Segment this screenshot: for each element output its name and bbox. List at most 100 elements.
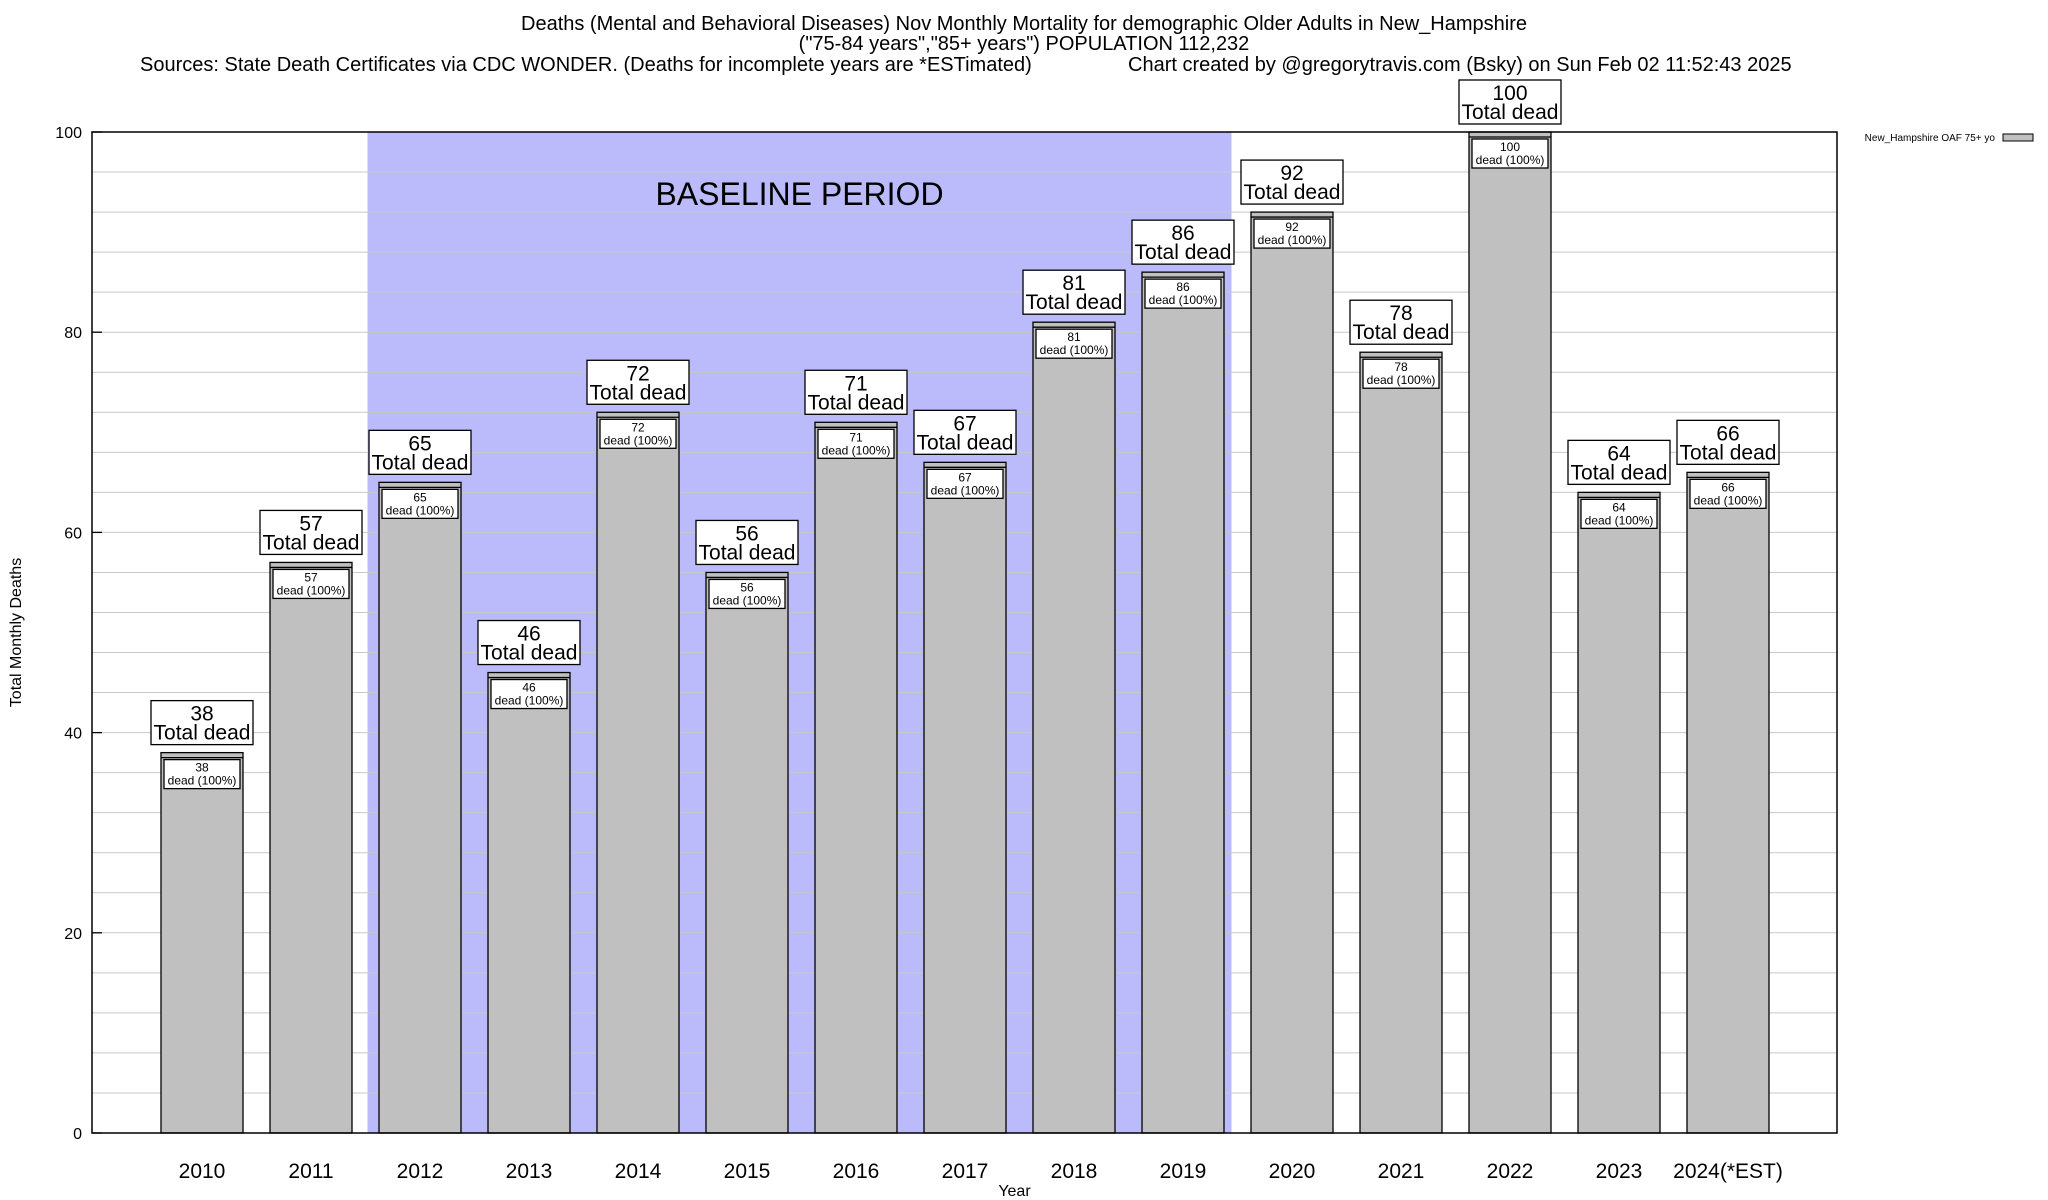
chart-credit: Chart created by @gregorytravis.com (Bsk… <box>1128 54 1792 76</box>
inner-pct-label: dead (100%) <box>1585 513 1654 527</box>
inner-pct-label: dead (100%) <box>386 503 455 517</box>
inner-value-label: 46 <box>522 681 536 695</box>
inner-label-box <box>708 578 786 610</box>
inner-label-box <box>381 488 459 520</box>
legend-label: New_Hampshire OAF 75+ yo <box>1865 133 1996 144</box>
inner-pct-label: dead (100%) <box>1367 373 1436 387</box>
top-label-box <box>913 409 1017 455</box>
top-suffix-label: Total dead <box>1680 441 1777 464</box>
bar <box>1141 271 1225 1134</box>
baseline-annotation: BASELINE PERIOD <box>655 176 943 212</box>
top-suffix-label: Total dead <box>372 451 469 474</box>
inner-label-box <box>163 758 241 790</box>
legend-swatch <box>2002 133 2034 142</box>
bar <box>814 421 898 1134</box>
top-label-box <box>1240 159 1344 205</box>
top-suffix-label: Total dead <box>917 431 1014 454</box>
x-tick-label: 2015 <box>724 1160 771 1183</box>
top-label-box <box>586 359 690 405</box>
x-tick-label: 2013 <box>506 1160 553 1183</box>
inner-value-label: 86 <box>1176 280 1190 294</box>
inner-pct-label: dead (100%) <box>1258 233 1327 247</box>
top-suffix-label: Total dead <box>481 642 578 665</box>
inner-value-label: 66 <box>1721 480 1735 494</box>
x-tick-label: 2011 <box>288 1160 333 1183</box>
y-tick-label: 80 <box>64 325 82 342</box>
inner-value-label: 71 <box>849 430 863 444</box>
x-tick-label: 2023 <box>1596 1160 1643 1183</box>
top-value-label: 65 <box>408 432 431 455</box>
bar <box>378 481 462 1134</box>
chart-header: Deaths (Mental and Behavioral Diseases) … <box>0 14 2048 54</box>
inner-pct-label: dead (100%) <box>822 443 891 457</box>
top-value-label: 67 <box>953 412 976 435</box>
top-value-label: 56 <box>735 522 758 545</box>
inner-pct-label: dead (100%) <box>1476 153 1545 167</box>
bar <box>269 561 353 1134</box>
top-suffix-label: Total dead <box>699 541 796 564</box>
inner-pct-label: dead (100%) <box>168 774 237 788</box>
top-value-label: 71 <box>844 372 867 395</box>
x-tick-label: 2010 <box>179 1160 226 1183</box>
x-tick-label: 2019 <box>1160 1160 1207 1183</box>
top-label-box <box>259 509 363 556</box>
top-label-box <box>804 369 908 415</box>
y-tick-label: 40 <box>64 726 82 743</box>
top-value-label: 81 <box>1062 272 1085 295</box>
top-suffix-label: Total dead <box>1571 461 1668 484</box>
top-value-label: 72 <box>626 362 649 385</box>
top-value-label: 46 <box>517 623 540 646</box>
top-value-label: 92 <box>1280 162 1303 185</box>
inner-label-box <box>1144 278 1222 309</box>
top-label-box <box>150 699 254 746</box>
top-suffix-label: Total dead <box>1244 181 1341 204</box>
x-tick-label: 2024(*EST) <box>1673 1160 1783 1183</box>
inner-pct-label: dead (100%) <box>713 593 782 607</box>
top-value-label: 86 <box>1171 222 1194 245</box>
y-tick-label: 60 <box>64 525 82 542</box>
top-label-box <box>368 429 472 476</box>
inner-value-label: 92 <box>1285 220 1299 234</box>
inner-label-box <box>599 418 677 449</box>
inner-pct-label: dead (100%) <box>1149 293 1218 307</box>
inner-label-box <box>1362 358 1440 389</box>
top-value-label: 66 <box>1716 422 1739 445</box>
bar <box>1686 471 1770 1134</box>
inner-pct-label: dead (100%) <box>277 583 346 597</box>
inner-pct-label: dead (100%) <box>604 433 673 447</box>
bar <box>1468 131 1552 1134</box>
top-value-label: 78 <box>1389 302 1412 325</box>
top-label-box <box>695 519 799 566</box>
bar <box>596 411 680 1134</box>
top-value-label: 64 <box>1607 442 1631 465</box>
top-suffix-label: Total dead <box>1135 241 1232 264</box>
top-suffix-label: Total dead <box>1026 291 1123 314</box>
top-suffix-label: Total dead <box>1462 101 1559 124</box>
bar <box>705 571 789 1134</box>
bar <box>1577 491 1661 1134</box>
inner-value-label: 56 <box>740 580 754 594</box>
inner-pct-label: dead (100%) <box>931 483 1000 497</box>
top-label-box <box>1022 269 1126 315</box>
bar <box>487 671 571 1134</box>
inner-value-label: 72 <box>631 420 645 434</box>
top-label-box <box>477 619 581 666</box>
plot-frame <box>91 131 1838 1134</box>
inner-pct-label: dead (100%) <box>1040 343 1109 357</box>
inner-label-box <box>1580 498 1658 530</box>
top-label-box <box>1131 219 1235 265</box>
y-tick-label: 20 <box>64 926 82 943</box>
top-suffix-label: Total dead <box>808 391 905 414</box>
top-value-label: 57 <box>299 512 322 535</box>
chart-title: Deaths (Mental and Behavioral Diseases) … <box>521 13 1527 35</box>
bar <box>160 751 244 1134</box>
inner-value-label: 78 <box>1394 360 1408 374</box>
inner-label-box <box>272 568 350 600</box>
inner-label-box <box>1689 478 1767 509</box>
x-tick-label: 2012 <box>397 1160 444 1183</box>
top-label-box <box>1676 419 1780 465</box>
bar <box>923 461 1007 1134</box>
x-tick-label: 2022 <box>1487 1160 1534 1183</box>
inner-label-box <box>817 428 895 459</box>
